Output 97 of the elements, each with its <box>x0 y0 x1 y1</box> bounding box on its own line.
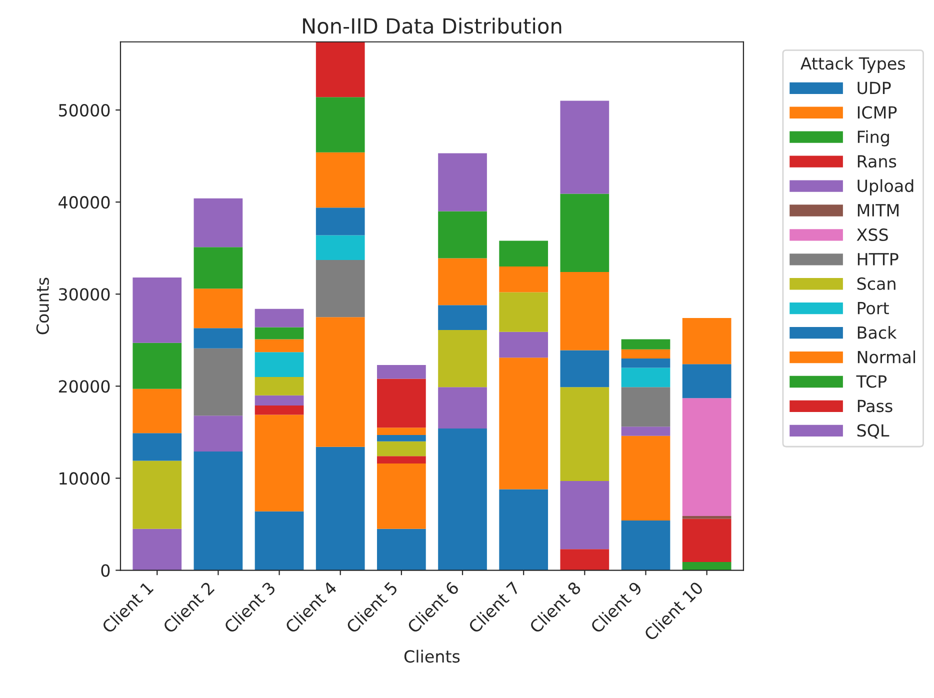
bar <box>194 416 243 452</box>
bar <box>377 428 426 435</box>
bar <box>132 342 182 389</box>
legend-label: Normal <box>858 350 916 364</box>
legend-label: UDP <box>858 82 891 94</box>
bar <box>682 398 732 516</box>
bar <box>132 528 182 570</box>
y-tick-label: 10000 <box>60 472 110 485</box>
bar <box>499 266 548 292</box>
bar <box>194 348 243 416</box>
bar <box>682 518 732 562</box>
bar <box>621 426 670 436</box>
bar <box>316 446 365 570</box>
bar <box>377 378 426 428</box>
bar <box>316 317 365 447</box>
bar <box>377 456 426 464</box>
bar <box>132 278 182 343</box>
bar <box>254 352 304 377</box>
legend-label: XSS <box>856 228 888 242</box>
bar <box>560 387 610 481</box>
bar <box>621 436 670 521</box>
legend-label: Port <box>858 302 889 314</box>
legend-title: Attack Types <box>800 56 906 74</box>
bar <box>438 330 487 388</box>
bar <box>316 260 365 318</box>
bar <box>377 364 426 379</box>
bar <box>377 528 426 570</box>
bar <box>682 562 732 570</box>
bar <box>254 405 304 415</box>
x-axis-title: Clients <box>404 650 460 663</box>
legend-label: Rans <box>858 155 896 168</box>
legend-label: Fing <box>858 130 889 146</box>
bar <box>560 549 610 570</box>
bar <box>621 368 670 388</box>
bar <box>682 516 732 519</box>
bar <box>499 332 548 358</box>
legend-label: Scan <box>857 277 896 290</box>
bar <box>560 194 610 272</box>
bar <box>621 358 670 368</box>
bar <box>438 258 487 306</box>
legend-label: HTTP <box>858 253 898 266</box>
legend-label: TCP <box>856 375 887 388</box>
bar <box>316 152 365 208</box>
bar <box>194 198 243 248</box>
legend-label: ICMP <box>858 106 897 119</box>
bar <box>254 511 304 570</box>
bar <box>438 387 487 429</box>
bar <box>438 428 487 570</box>
bar <box>194 452 243 570</box>
y-tick-label: 50000 <box>59 104 110 117</box>
bar <box>560 480 610 550</box>
bar <box>132 433 182 461</box>
bar <box>377 434 426 442</box>
bar <box>682 318 732 364</box>
chart-title: Non-IID Data Distribution <box>303 18 562 34</box>
bar <box>438 153 487 212</box>
bar <box>316 208 365 236</box>
y-tick-label: 30000 <box>59 288 110 301</box>
bar <box>132 460 182 529</box>
y-tick-label: 0 <box>101 564 110 577</box>
bar <box>316 42 365 98</box>
legend-label: Back <box>858 326 897 339</box>
bar <box>254 414 304 512</box>
bar <box>499 358 548 490</box>
legend-label: SQL <box>857 424 890 439</box>
bar <box>621 387 670 427</box>
bar <box>132 388 182 434</box>
bar <box>254 395 304 406</box>
bar <box>254 339 304 352</box>
legend-label: Pass <box>858 400 892 412</box>
bar <box>377 463 426 529</box>
bar <box>438 305 487 330</box>
bar <box>560 272 610 350</box>
bar <box>194 247 243 289</box>
bar <box>499 292 548 332</box>
bar <box>499 489 548 570</box>
y-tick-label: 40000 <box>58 196 110 209</box>
legend-label: Upload <box>858 179 914 196</box>
bar <box>621 339 670 350</box>
y-axis-title: Counts <box>36 278 49 334</box>
bar <box>438 211 487 258</box>
bar <box>316 97 365 152</box>
bar <box>194 288 243 328</box>
bar <box>254 308 304 328</box>
bar <box>560 350 610 388</box>
legend-label: MITM <box>858 204 899 216</box>
bar <box>254 376 304 396</box>
bar <box>316 235 365 260</box>
bar <box>499 240 548 266</box>
bar <box>621 349 670 359</box>
bar <box>377 441 426 456</box>
bar <box>560 100 610 194</box>
y-tick-label: 20000 <box>58 380 110 393</box>
bar <box>194 328 243 348</box>
bar <box>682 364 732 398</box>
bar <box>621 520 670 570</box>
bar <box>254 327 304 340</box>
